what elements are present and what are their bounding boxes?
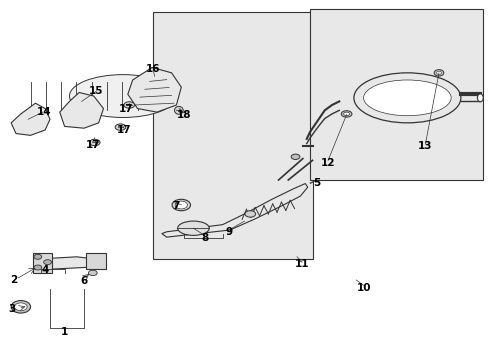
Ellipse shape (343, 112, 349, 116)
Text: 17: 17 (85, 140, 100, 150)
Ellipse shape (123, 102, 134, 108)
Ellipse shape (290, 154, 299, 159)
Ellipse shape (177, 221, 209, 235)
Text: 18: 18 (176, 110, 191, 120)
Ellipse shape (34, 254, 41, 259)
Text: 13: 13 (417, 141, 432, 151)
Polygon shape (86, 253, 106, 269)
Ellipse shape (69, 75, 176, 117)
Ellipse shape (34, 265, 41, 270)
Text: 4: 4 (41, 265, 49, 275)
Polygon shape (127, 67, 181, 112)
Text: 10: 10 (356, 283, 370, 293)
Text: 2: 2 (10, 275, 17, 285)
Ellipse shape (89, 139, 100, 146)
Text: 8: 8 (201, 233, 208, 243)
Ellipse shape (175, 201, 187, 209)
Text: 6: 6 (80, 276, 87, 286)
Polygon shape (33, 253, 52, 273)
Ellipse shape (433, 69, 443, 76)
Ellipse shape (363, 80, 450, 116)
Ellipse shape (174, 107, 183, 114)
Text: 16: 16 (145, 64, 160, 73)
Ellipse shape (88, 270, 97, 275)
Bar (153, 12, 312, 258)
Bar (309, 9, 482, 180)
Ellipse shape (476, 94, 482, 102)
Ellipse shape (43, 260, 51, 265)
Ellipse shape (353, 73, 460, 123)
Ellipse shape (436, 71, 441, 75)
Ellipse shape (115, 124, 125, 130)
Ellipse shape (11, 301, 30, 313)
Polygon shape (162, 184, 307, 237)
Text: 3: 3 (8, 304, 16, 314)
Text: 17: 17 (116, 125, 131, 135)
Ellipse shape (341, 111, 351, 117)
Text: 5: 5 (312, 178, 320, 188)
Text: 15: 15 (89, 86, 103, 96)
Text: 7: 7 (171, 201, 179, 211)
Text: 9: 9 (225, 227, 232, 237)
Ellipse shape (15, 303, 27, 311)
Polygon shape (60, 93, 103, 128)
Polygon shape (40, 257, 99, 269)
Ellipse shape (172, 199, 190, 211)
Text: 11: 11 (294, 259, 308, 269)
Ellipse shape (244, 211, 255, 217)
Text: 12: 12 (320, 158, 335, 168)
Text: 17: 17 (119, 104, 133, 113)
Text: 14: 14 (37, 107, 51, 117)
Polygon shape (11, 103, 50, 135)
Text: 1: 1 (61, 327, 68, 337)
